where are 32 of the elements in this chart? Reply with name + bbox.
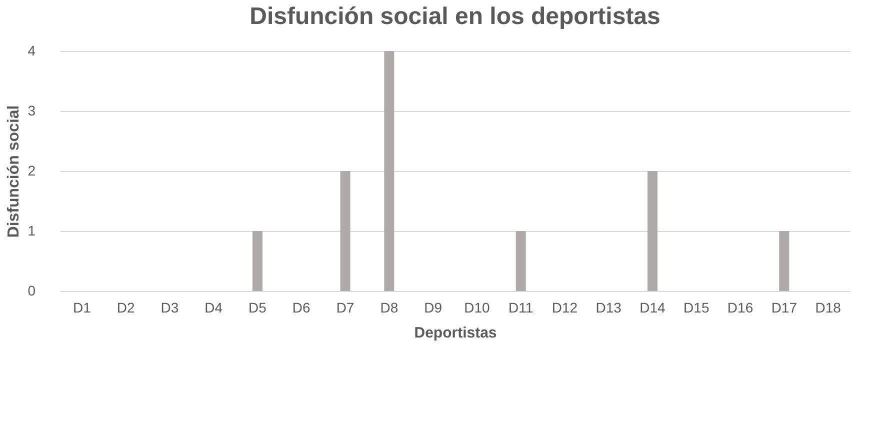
x-tick-label: D5 (248, 300, 267, 316)
bar (252, 231, 262, 291)
x-tick-label: D4 (204, 300, 223, 316)
x-tick-label: D9 (424, 300, 442, 316)
x-tick-label: D18 (815, 300, 842, 316)
bar (384, 51, 394, 291)
x-tick-label: D17 (771, 300, 798, 316)
x-tick-label: D3 (160, 300, 179, 316)
bar (516, 231, 526, 291)
y-tick-label: 2 (28, 162, 36, 178)
y-axis-title: Disfunción social (6, 105, 23, 238)
x-tick-label: D15 (684, 300, 710, 316)
chart-title: Disfunción social en los deportistas (250, 3, 660, 30)
y-tick-label: 1 (28, 222, 36, 238)
bar (340, 171, 350, 291)
bar (648, 171, 658, 291)
x-tick-label: D16 (727, 300, 754, 316)
bar (779, 231, 790, 291)
x-tick-label: D13 (596, 300, 622, 316)
x-tick-label: D11 (508, 300, 534, 316)
x-tick-label: D10 (464, 300, 490, 316)
x-tick-label: D7 (336, 300, 354, 316)
x-tick-label: D8 (380, 300, 398, 316)
y-tick-label: 3 (28, 102, 36, 118)
x-tick-label: D1 (72, 300, 92, 316)
x-tick-label: D2 (116, 300, 135, 316)
y-tick-label: 0 (28, 282, 36, 298)
x-axis-title: Deportistas (414, 324, 497, 342)
x-tick-label: D14 (640, 300, 666, 316)
x-tick-label: D12 (552, 300, 578, 316)
x-tick-label: D6 (292, 300, 311, 316)
y-tick-label: 4 (28, 42, 36, 58)
